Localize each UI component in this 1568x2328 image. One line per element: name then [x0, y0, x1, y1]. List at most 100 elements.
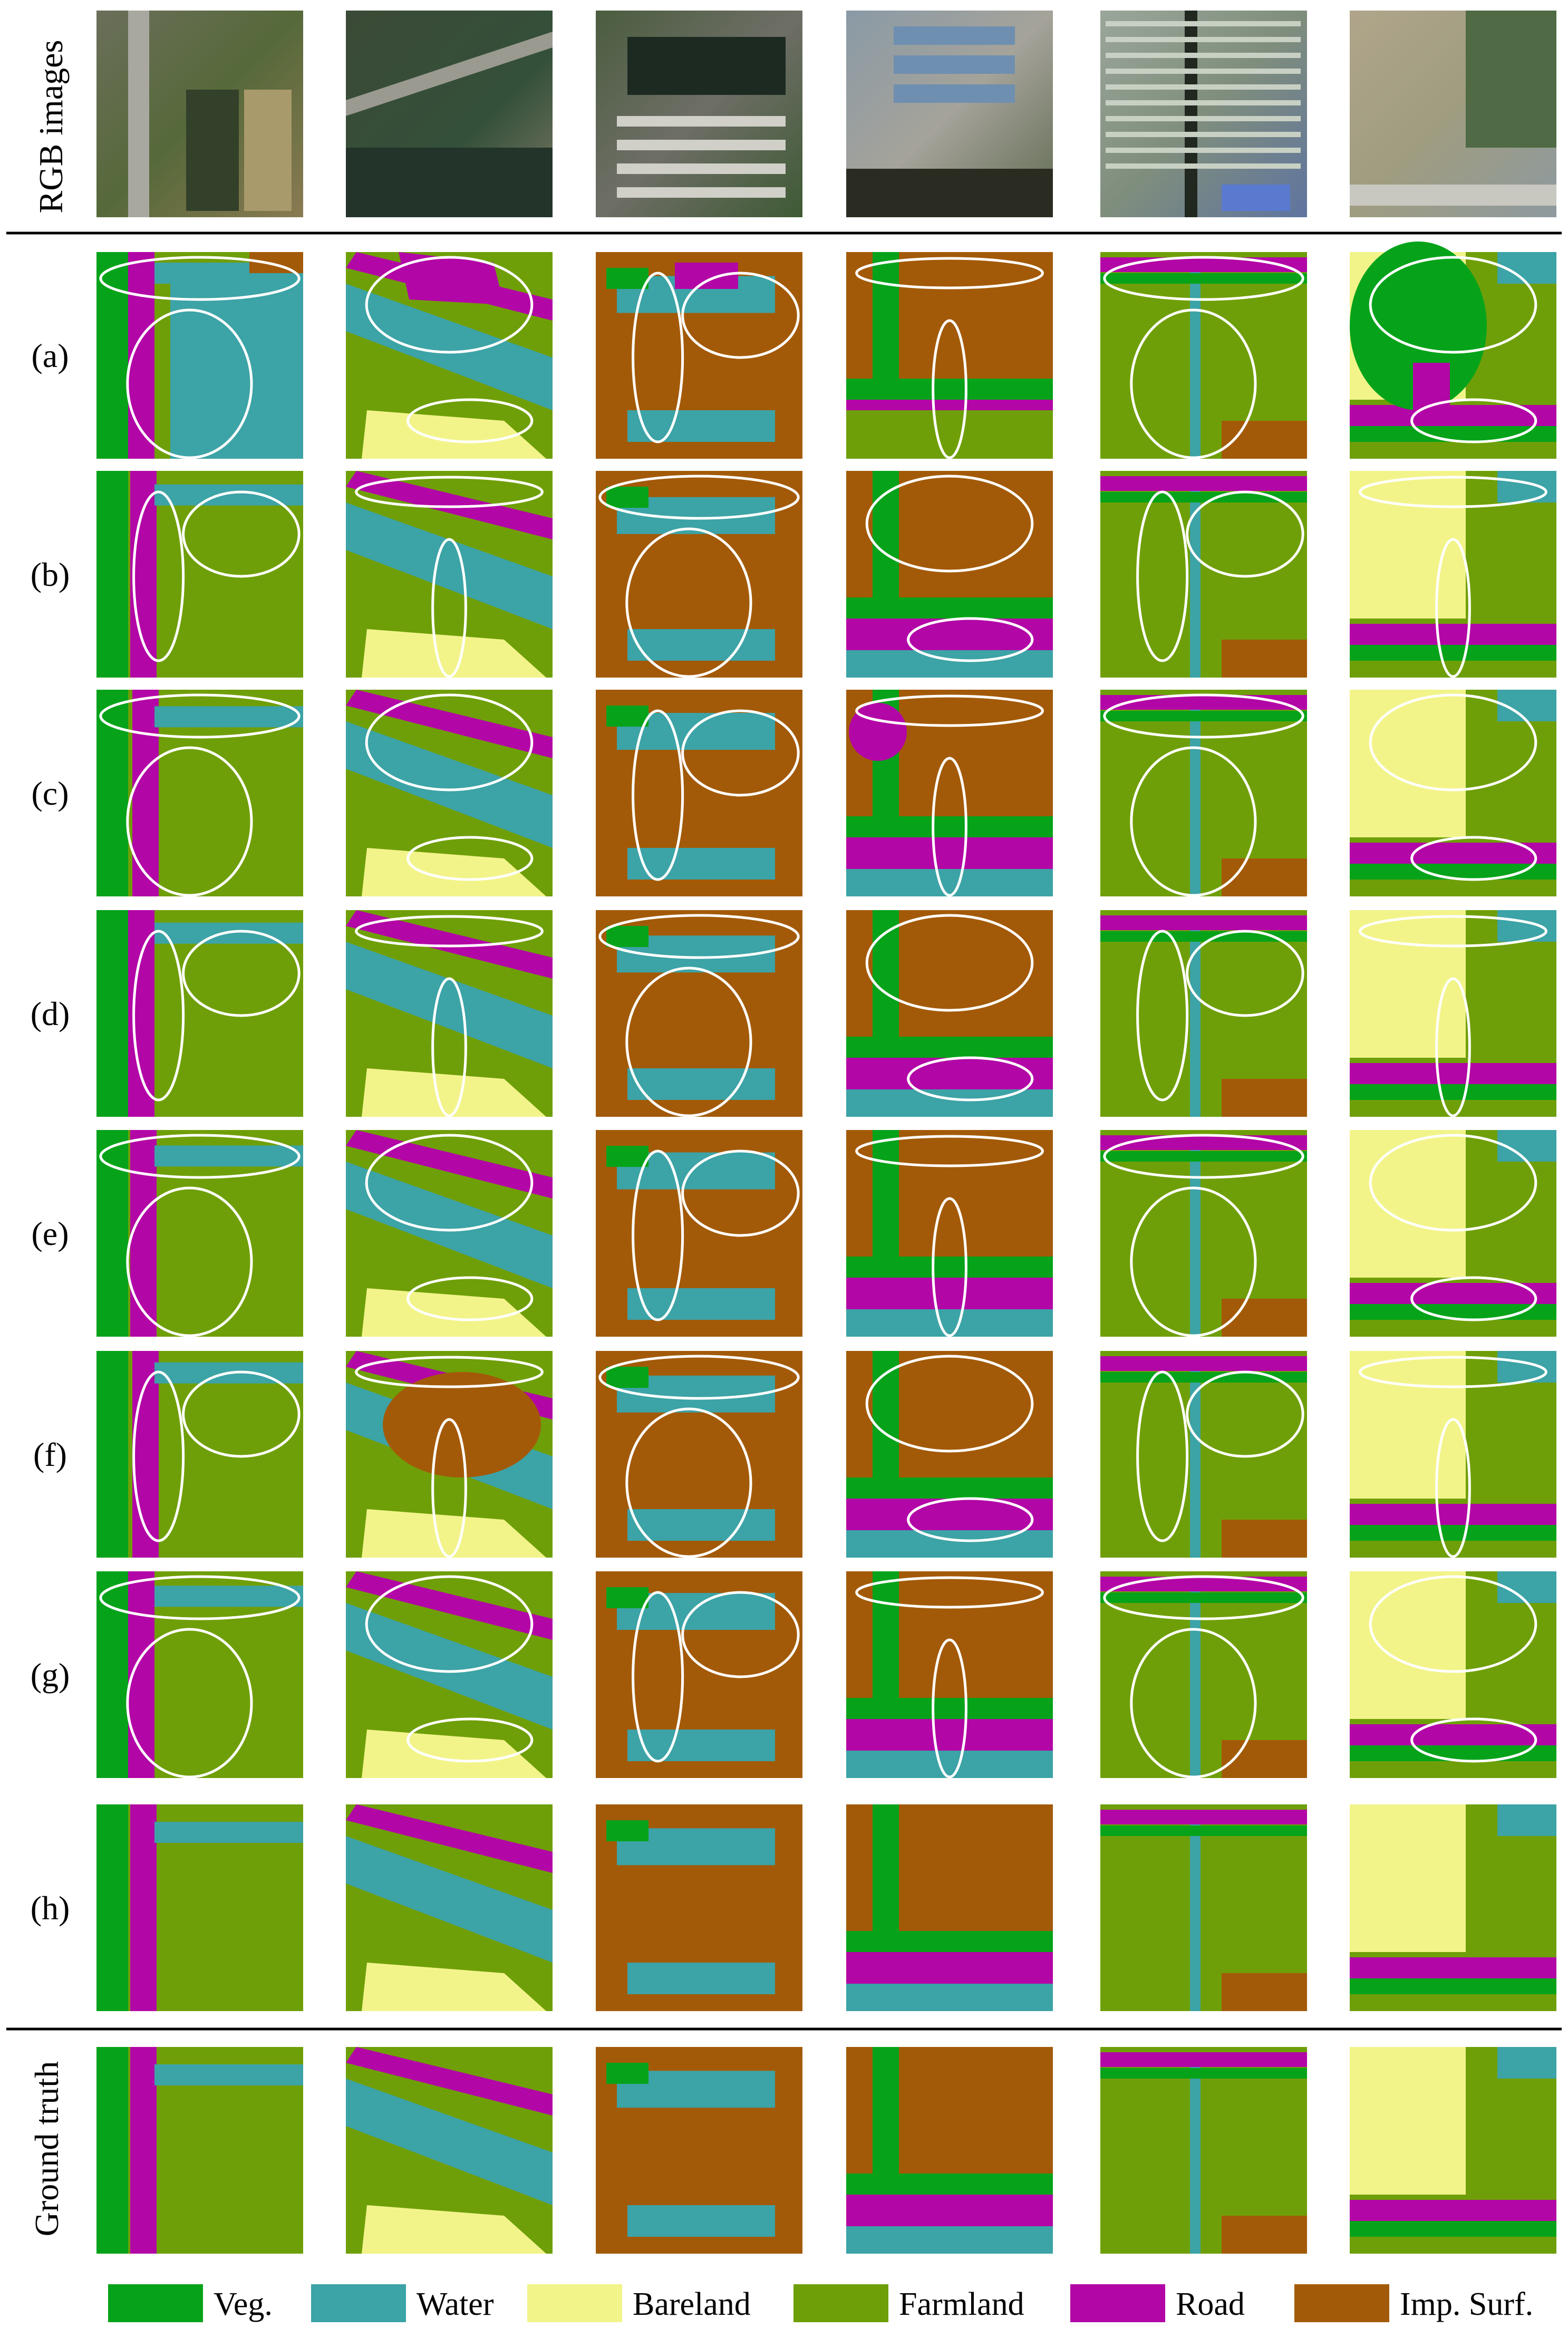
segmentation-map: [846, 1351, 1053, 1558]
row-label: (a): [31, 337, 69, 374]
legend-label: Farmland: [899, 2286, 1024, 2322]
segmentation-map: [596, 471, 802, 678]
highlight-ellipse: [632, 1149, 684, 1321]
segmentation-map: [1100, 252, 1307, 459]
highlight-ellipse: [681, 272, 800, 359]
highlight-ellipse: [1435, 977, 1471, 1117]
legend-label: Water: [417, 2286, 494, 2322]
highlight-ellipse: [1369, 693, 1537, 791]
segmentation-map: [96, 910, 303, 1117]
highlight-ellipse: [132, 490, 185, 662]
segmentation-map: [346, 1804, 553, 2011]
highlight-ellipse: [855, 694, 1044, 727]
highlight-ellipse: [1435, 538, 1471, 678]
legend-item: Imp. Surf.: [1294, 2284, 1533, 2322]
highlight-ellipse: [1435, 1418, 1471, 1558]
highlight-ellipse: [625, 527, 752, 678]
rgb-image: [596, 11, 802, 217]
highlight-ellipse: [1136, 490, 1189, 662]
segmentation-map: [346, 910, 553, 1117]
segmentation-map: [846, 1571, 1053, 1778]
highlight-ellipse: [1410, 1717, 1537, 1763]
legend-item: Farmland: [793, 2284, 1024, 2322]
rgb-image: [846, 11, 1053, 217]
highlight-ellipse: [1359, 915, 1547, 948]
segmentation-map: [1350, 910, 1556, 1117]
ground-truth-row: [96, 2047, 1556, 2254]
segmentation-map: [846, 910, 1053, 1117]
segmentation-map: [1100, 1571, 1307, 1778]
rgb-images-row: [96, 11, 1556, 217]
highlight-ellipse: [99, 256, 301, 301]
row-label: (g): [31, 1656, 70, 1694]
highlight-ellipse: [365, 1134, 534, 1232]
highlight-ellipse: [855, 1135, 1044, 1167]
ground-truth-label: Ground truth: [28, 2061, 65, 2236]
segmentation-map: [1350, 2047, 1556, 2254]
highlight-ellipse: [406, 398, 534, 443]
segmentation-map: [846, 1804, 1053, 2011]
highlight-ellipse: [1103, 693, 1304, 739]
segmentation-map: [96, 471, 303, 678]
legend-swatch: [311, 2284, 406, 2322]
segmentation-map: [596, 1351, 802, 1558]
highlight-ellipse: [632, 272, 684, 443]
highlight-ellipse: [99, 1575, 301, 1620]
segmentation-map: [596, 690, 802, 896]
highlight-ellipse: [1136, 1370, 1189, 1542]
highlight-ellipse: [1410, 398, 1537, 443]
highlight-ellipse: [355, 915, 544, 948]
highlight-ellipse: [1186, 1370, 1304, 1458]
legend-label: Bareland: [633, 2286, 751, 2322]
highlight-ellipse: [1186, 490, 1304, 578]
highlight-ellipses: [99, 256, 1547, 1779]
highlight-ellipse: [126, 1186, 253, 1337]
highlight-ellipse: [1410, 836, 1537, 881]
segmentation-map: [96, 1351, 303, 1558]
segmentation-map: [846, 252, 1053, 459]
segmentation-map: [1100, 471, 1307, 678]
segmentation-map: [1350, 1571, 1556, 1778]
highlight-ellipse: [907, 1056, 1034, 1102]
highlight-ellipse: [932, 1638, 967, 1779]
highlight-ellipse: [365, 256, 534, 354]
legend-item: Veg.: [108, 2284, 273, 2322]
legend-label: Imp. Surf.: [1400, 2286, 1533, 2322]
highlight-ellipse: [855, 257, 1044, 289]
highlight-ellipse: [598, 1355, 800, 1400]
segmentation-map: [96, 690, 303, 896]
highlight-ellipse: [406, 1717, 534, 1763]
highlight-ellipse: [126, 1628, 253, 1779]
highlight-ellipse: [855, 1576, 1044, 1609]
highlight-ellipse: [1103, 256, 1304, 301]
rgb-image: [1100, 11, 1307, 217]
segmentation-map: [346, 1351, 553, 1558]
segmentation-map: [596, 252, 802, 459]
highlight-ellipse: [907, 1497, 1034, 1542]
highlight-ellipse: [625, 967, 752, 1117]
highlight-ellipse: [1369, 1134, 1537, 1232]
legend-swatch: [793, 2284, 888, 2322]
highlight-ellipse: [355, 1356, 544, 1388]
legend-swatch: [527, 2284, 622, 2322]
highlight-ellipse: [865, 1355, 1034, 1453]
highlight-ellipse: [1130, 746, 1257, 897]
row-label: (e): [31, 1215, 69, 1252]
segmentation-map: [96, 1804, 303, 2011]
row-labels: (a) (b) (c) (d) (e) (f) (g) (h): [31, 337, 70, 1927]
highlight-ellipse: [1369, 256, 1537, 354]
segmentation-map: [346, 690, 553, 896]
highlight-ellipse: [99, 693, 301, 739]
highlight-ellipse: [132, 1370, 185, 1542]
row-label: (d): [31, 995, 70, 1032]
legend-label: Veg.: [214, 2286, 273, 2322]
highlight-ellipse: [431, 977, 467, 1117]
segmentation-map: [846, 1130, 1053, 1337]
legend-swatch: [108, 2284, 203, 2322]
highlight-ellipse: [126, 746, 253, 897]
rgb-image: [1350, 11, 1556, 217]
highlight-ellipse: [431, 1418, 467, 1558]
segmentation-map: [1350, 1130, 1556, 1337]
highlight-ellipse: [1130, 1186, 1257, 1337]
